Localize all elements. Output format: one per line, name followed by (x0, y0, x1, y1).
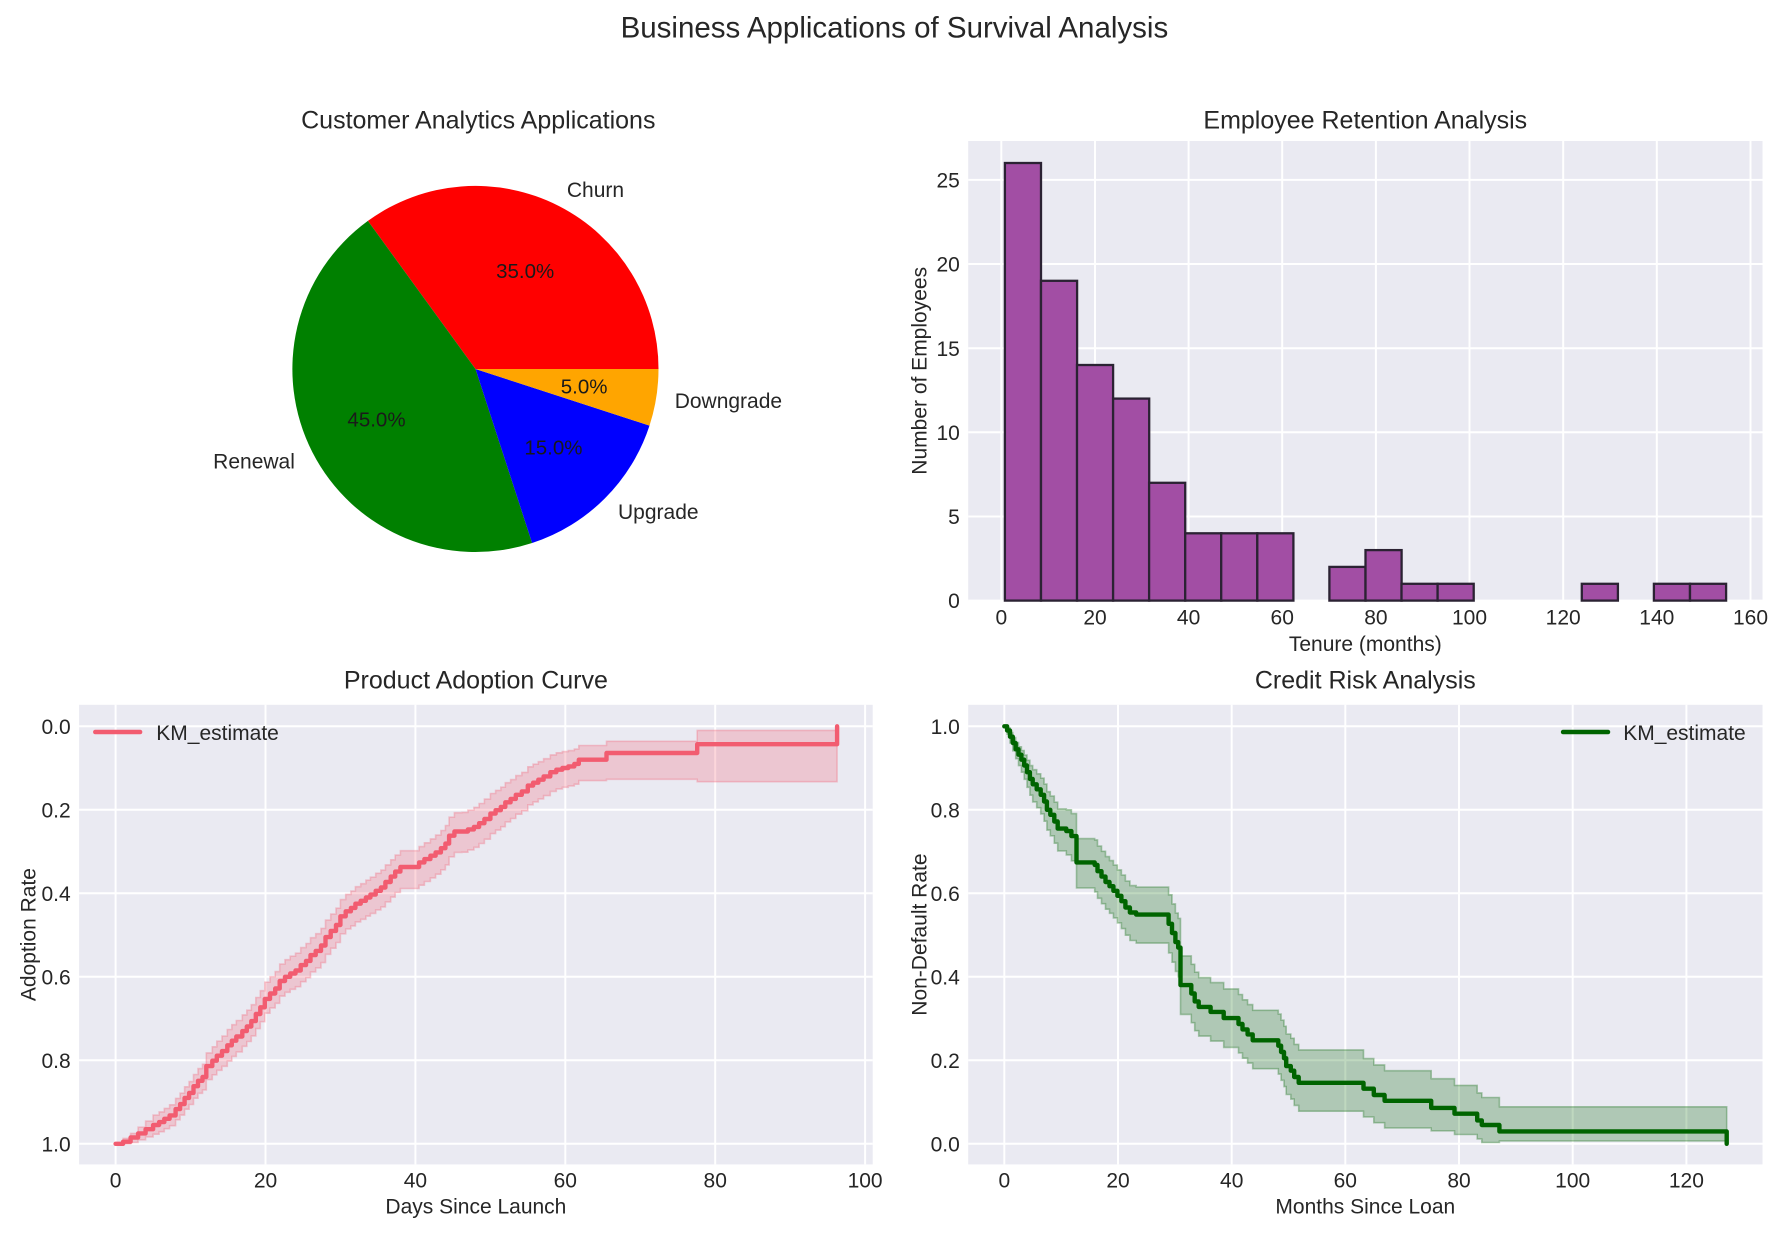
svg-text:Renewal: Renewal (213, 450, 295, 473)
svg-text:25: 25 (936, 170, 959, 193)
svg-text:60: 60 (554, 1169, 577, 1192)
svg-text:120: 120 (1546, 607, 1581, 630)
svg-text:160: 160 (1733, 607, 1768, 630)
svg-text:0: 0 (948, 590, 960, 613)
svg-text:15.0%: 15.0% (524, 437, 582, 460)
svg-text:60: 60 (1271, 607, 1294, 630)
svg-text:5: 5 (948, 506, 960, 529)
svg-text:0.8: 0.8 (931, 799, 960, 822)
svg-text:80: 80 (1447, 1169, 1470, 1192)
svg-text:0.8: 0.8 (41, 1050, 70, 1073)
svg-text:Churn: Churn (567, 179, 624, 202)
svg-text:0.6: 0.6 (41, 966, 70, 989)
svg-text:KM_estimate: KM_estimate (1623, 722, 1746, 745)
svg-text:0: 0 (995, 607, 1007, 630)
svg-text:0.4: 0.4 (41, 883, 71, 906)
svg-text:0.0: 0.0 (41, 716, 70, 739)
svg-text:10: 10 (936, 422, 959, 445)
svg-text:45.0%: 45.0% (347, 409, 405, 432)
svg-text:Adoption Rate: Adoption Rate (18, 868, 41, 1001)
svg-text:20: 20 (1083, 607, 1106, 630)
svg-text:20: 20 (1106, 1169, 1129, 1192)
svg-text:100: 100 (1555, 1169, 1590, 1192)
svg-text:0.2: 0.2 (931, 1050, 960, 1073)
svg-text:100: 100 (1452, 607, 1487, 630)
svg-text:1.0: 1.0 (931, 716, 960, 739)
svg-text:0.2: 0.2 (41, 799, 70, 822)
svg-text:140: 140 (1639, 607, 1674, 630)
svg-text:0.6: 0.6 (931, 883, 960, 906)
svg-text:Upgrade: Upgrade (618, 501, 699, 524)
svg-text:0: 0 (998, 1169, 1010, 1192)
svg-text:Employee Retention Analysis: Employee Retention Analysis (1203, 107, 1527, 135)
svg-text:0.0: 0.0 (931, 1133, 960, 1156)
svg-text:Product Adoption Curve: Product Adoption Curve (344, 667, 608, 695)
svg-text:Number of Employees: Number of Employees (909, 267, 932, 475)
svg-text:Downgrade: Downgrade (675, 390, 782, 413)
svg-text:15: 15 (936, 338, 959, 361)
svg-text:80: 80 (1364, 607, 1387, 630)
svg-text:20: 20 (254, 1169, 277, 1192)
svg-text:KM_estimate: KM_estimate (156, 722, 279, 745)
svg-text:Days Since Launch: Days Since Launch (385, 1196, 566, 1219)
svg-text:100: 100 (848, 1169, 883, 1192)
svg-text:35.0%: 35.0% (496, 260, 554, 283)
svg-text:120: 120 (1669, 1169, 1704, 1192)
svg-text:Months Since Loan: Months Since Loan (1275, 1196, 1455, 1219)
svg-text:Customer Analytics Application: Customer Analytics Applications (301, 107, 655, 135)
svg-text:40: 40 (1220, 1169, 1243, 1192)
svg-text:60: 60 (1334, 1169, 1357, 1192)
svg-text:0.4: 0.4 (931, 966, 961, 989)
svg-text:20: 20 (936, 254, 959, 277)
svg-text:40: 40 (404, 1169, 427, 1192)
svg-text:80: 80 (704, 1169, 727, 1192)
svg-text:Tenure (months): Tenure (months) (1289, 633, 1442, 656)
svg-text:Credit Risk Analysis: Credit Risk Analysis (1255, 667, 1476, 695)
svg-text:Non-Default Rate: Non-Default Rate (909, 853, 932, 1015)
svg-text:0: 0 (110, 1169, 122, 1192)
svg-text:5.0%: 5.0% (561, 375, 608, 398)
svg-text:1.0: 1.0 (41, 1133, 70, 1156)
svg-text:Business Applications of Survi: Business Applications of Survival Analys… (621, 12, 1169, 45)
svg-text:40: 40 (1177, 607, 1200, 630)
